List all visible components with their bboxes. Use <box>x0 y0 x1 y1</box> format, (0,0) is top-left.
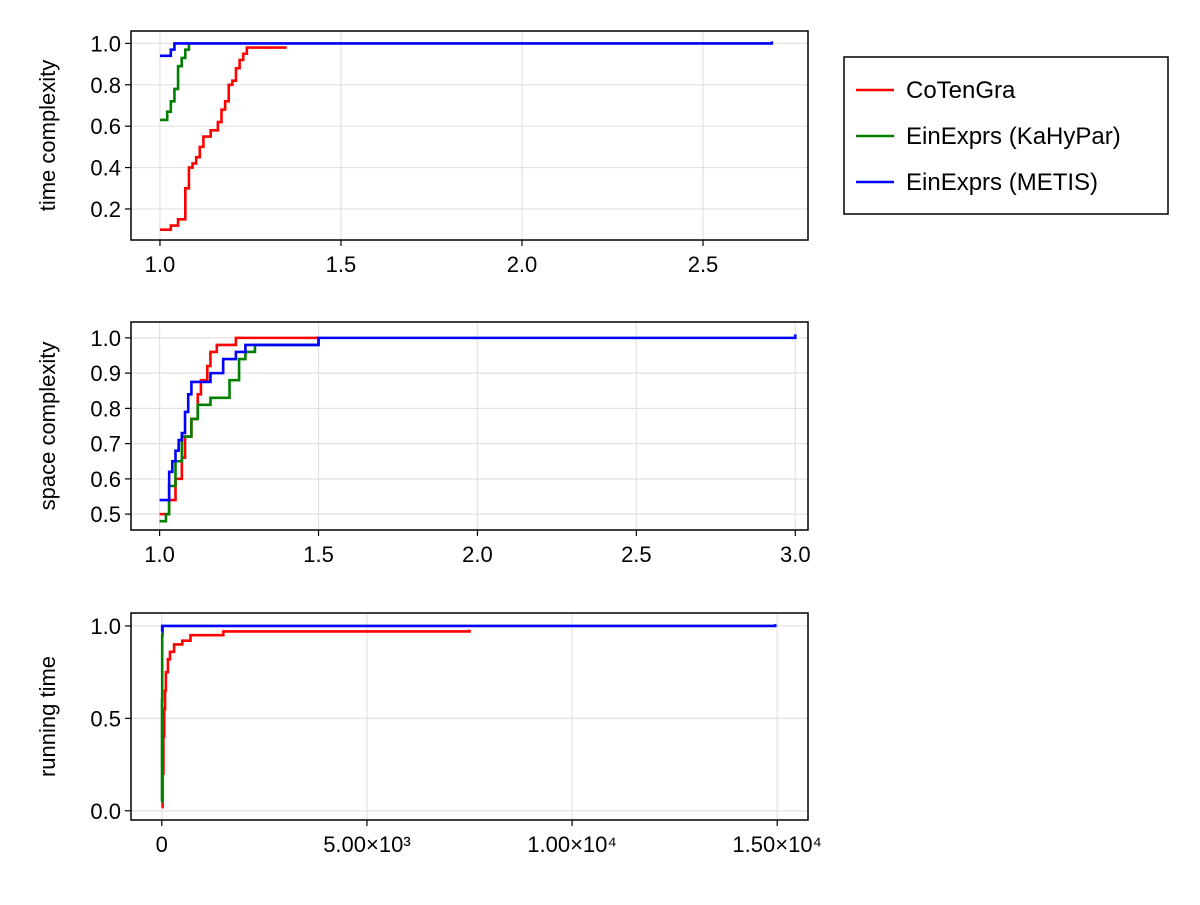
series-line-einexprs-kahypar <box>160 625 164 803</box>
y-tick-label: 0.2 <box>90 197 121 222</box>
x-tick-label: 1.5 <box>303 542 334 567</box>
y-tick-label: 0.8 <box>90 396 121 421</box>
x-tick-label: 2.0 <box>462 542 493 567</box>
x-tick-label: 1.00×10⁴ <box>527 832 617 857</box>
x-tick-label: 1.0 <box>144 542 175 567</box>
legend-entry: EinExprs (KaHyPar) <box>906 123 1121 150</box>
y-tick-label: 1.0 <box>90 31 121 56</box>
plot-frame <box>130 30 809 241</box>
y-tick-label: 0.5 <box>90 502 121 527</box>
y-tick-label: 0.6 <box>90 467 121 492</box>
x-tick-label: 2.5 <box>621 542 652 567</box>
y-tick-label: 1.0 <box>90 326 121 351</box>
x-tick-label: 1.50×10⁴ <box>732 832 822 857</box>
y-tick-label: 0.8 <box>90 73 121 98</box>
series-line-cotengra <box>159 46 287 231</box>
legend: CoTenGra EinExprs (KaHyPar) EinExprs (METI… <box>843 56 1169 215</box>
x-tick-label: 2.5 <box>688 252 719 277</box>
legend-entry: EinExprs (METIS) <box>906 169 1098 196</box>
x-tick-label: 3.0 <box>780 542 811 567</box>
series-line-einexprs-kahypar <box>159 43 191 122</box>
panel-3: 0 5.00×10³ 1.00×10⁴ 1.50×10⁴ 0.0 0.5 1.0 runnin… <box>35 612 822 857</box>
y-tick-label: 0.7 <box>90 432 121 457</box>
plot-frame <box>130 612 809 821</box>
y-axis-label: space complexity <box>35 342 60 511</box>
y-tick-label: 0.0 <box>90 799 121 824</box>
plot-frame <box>130 321 809 531</box>
panel-2: 1.0 1.5 2.0 2.5 3.0 0.5 0.6 0.7 0.8 0.9 1.0 space c… <box>35 321 811 567</box>
x-tick-label: 5.00×10³ <box>323 832 410 857</box>
legend-entry: CoTenGra <box>906 77 1016 104</box>
y-tick-label: 0.5 <box>90 706 121 731</box>
y-axis-label: time complexity <box>35 60 60 212</box>
y-axis-label: running time <box>35 656 60 777</box>
y-tick-label: 0.4 <box>90 156 121 181</box>
series-line-einexprs-metis <box>159 334 797 502</box>
series-line-cotengra <box>161 629 471 809</box>
panel-1: 1.0 1.5 2.0 2.5 0.2 0.4 0.6 0.8 1.0 time complexi… <box>35 30 809 277</box>
y-tick-label: 1.0 <box>90 614 121 639</box>
x-tick-label: 0 <box>156 832 168 857</box>
series-line-einexprs-metis <box>160 624 777 633</box>
legend-box <box>843 56 1169 215</box>
x-tick-label: 1.5 <box>326 252 357 277</box>
x-tick-label: 1.0 <box>145 252 176 277</box>
series-line-einexprs-metis <box>159 41 774 58</box>
y-tick-label: 0.9 <box>90 361 121 386</box>
x-tick-label: 2.0 <box>507 252 538 277</box>
series-line-einexprs-kahypar <box>159 337 320 523</box>
y-tick-label: 0.6 <box>90 114 121 139</box>
